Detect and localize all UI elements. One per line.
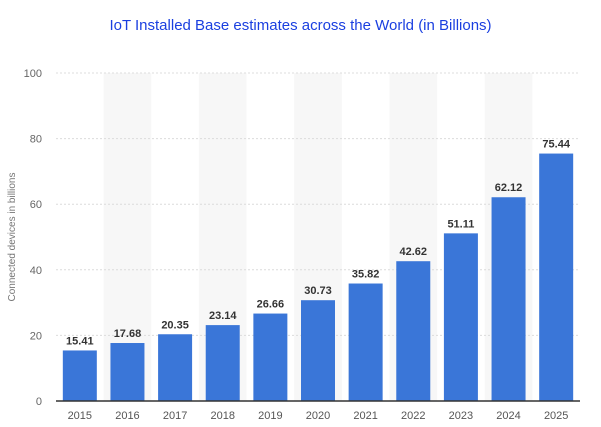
data-label: 62.12 <box>495 182 523 194</box>
data-label: 35.82 <box>352 269 380 281</box>
x-tick-label: 2021 <box>353 410 377 422</box>
x-tick-label: 2015 <box>68 410 92 422</box>
x-tick-label: 2022 <box>401 410 425 422</box>
x-tick-label: 2019 <box>258 410 282 422</box>
data-label: 42.62 <box>400 246 428 258</box>
bar-2019 <box>253 313 288 401</box>
y-tick-label: 40 <box>30 265 42 277</box>
data-label: 15.41 <box>66 335 94 347</box>
data-label: 17.68 <box>114 328 142 340</box>
chart-title: IoT Installed Base estimates across the … <box>109 17 492 34</box>
x-tick-label: 2018 <box>210 410 234 422</box>
y-tick-label: 100 <box>24 68 42 80</box>
x-tick-label: 2025 <box>544 410 568 422</box>
bar-2024 <box>491 197 526 401</box>
data-label: 75.44 <box>542 139 570 151</box>
bar-2016 <box>110 343 145 401</box>
y-tick-label: 60 <box>30 199 42 211</box>
y-tick-label: 0 <box>36 396 42 408</box>
bar-2023 <box>443 233 478 401</box>
y-tick-label: 20 <box>30 330 42 342</box>
bar-2018 <box>205 325 240 401</box>
x-tick-label: 2020 <box>306 410 330 422</box>
bar-2022 <box>396 261 431 401</box>
data-label: 51.11 <box>447 218 474 230</box>
bar-2017 <box>158 334 193 401</box>
bar-2025 <box>539 153 574 401</box>
y-tick-label: 80 <box>30 134 42 146</box>
x-tick-label: 2024 <box>496 410 520 422</box>
bar-2020 <box>301 300 335 401</box>
x-tick-label: 2016 <box>115 410 139 422</box>
data-label: 26.66 <box>257 299 285 311</box>
y-axis-label: Connected devices in billions <box>7 173 18 302</box>
x-tick-label: 2017 <box>163 410 187 422</box>
data-label: 23.14 <box>209 310 237 322</box>
x-tick-label: 2023 <box>449 410 473 422</box>
bar-2021 <box>348 283 383 401</box>
bar-2015 <box>62 350 97 401</box>
data-label: 30.73 <box>304 285 332 297</box>
data-label: 20.35 <box>161 319 189 331</box>
